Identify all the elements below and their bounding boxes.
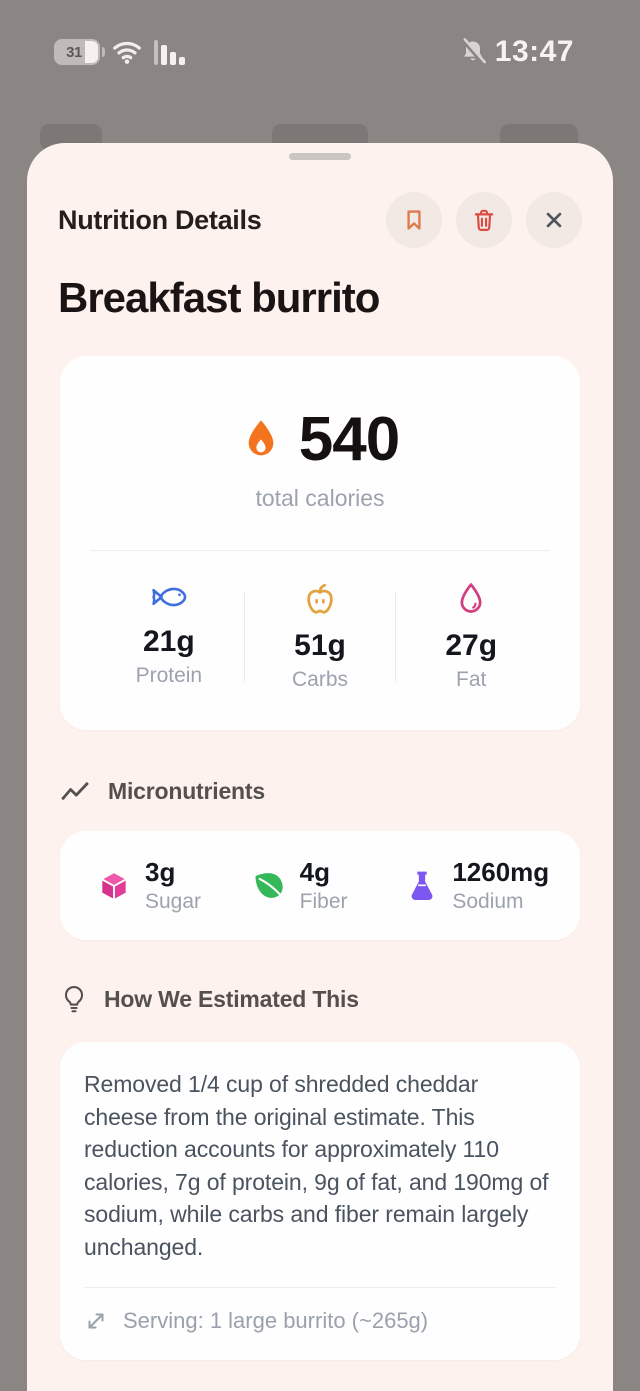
macros-row: 21g Protein 51g Carbs [88,551,552,728]
bookmark-button[interactable] [386,192,442,248]
calories-label: total calories [255,485,385,511]
calories-card: 540 total calories 21g Protein [60,356,580,730]
micro-value: 4g [299,857,331,887]
micro-sodium: 1260mg Sodium [405,857,560,914]
signal-bars-icon [154,39,185,65]
macro-label: Carbs [291,668,349,691]
section-title: How We Estimated This [104,985,359,1012]
trash-icon [471,207,497,233]
estimation-section-header: How We Estimated This [27,984,613,1014]
serving-row: Serving: 1 large burrito (~265g) [84,1308,556,1334]
serving-text: Serving: 1 large burrito (~265g) [123,1308,429,1333]
micro-label: Fiber [299,890,348,913]
battery-icon: 31 [54,39,105,65]
calories-value: 540 [298,405,400,474]
macro-value: 51g [294,629,346,662]
nutrition-details-sheet: Nutrition Details [27,143,613,1391]
drag-handle[interactable] [289,153,351,160]
micronutrients-card: 3g Sugar 4g Fiber [60,831,580,940]
droplet-icon [454,581,488,617]
delete-button[interactable] [456,192,512,248]
estimation-card: Removed 1/4 cup of shredded cheddar chee… [60,1042,580,1360]
apple-icon [302,581,338,617]
macro-value: 27g [445,629,498,662]
close-button[interactable] [526,192,582,248]
divider [90,550,550,551]
divider [394,590,397,683]
micro-value: 1260mg [452,857,550,887]
macro-value: 21g [142,625,195,658]
divider [84,1287,556,1288]
sugar-cube-icon [96,868,132,904]
clock-time: 13:47 [494,35,574,68]
bookmark-icon [401,207,427,233]
trending-icon [60,780,90,804]
battery-level: 31 [66,43,82,61]
expand-diagonal-icon [84,1309,108,1333]
close-icon [541,207,567,233]
macro-label: Fat [456,668,487,691]
fish-icon [148,581,190,613]
section-title: Micronutrients [108,778,265,804]
estimation-body: Removed 1/4 cup of shredded cheddar chee… [84,1071,549,1260]
micro-fiber: 4g Fiber [251,857,406,914]
macro-label: Protein [135,664,203,687]
micro-sugar: 3g Sugar [96,857,251,914]
macro-fat: 27g Fat [396,581,546,692]
food-title: Breakfast burrito [58,274,380,321]
wifi-icon [112,40,142,64]
flask-icon [405,868,439,904]
micro-label: Sodium [452,890,524,913]
micronutrients-section-header: Micronutrients [27,778,613,805]
micro-label: Sugar [145,890,202,913]
micro-value: 3g [145,857,176,887]
status-bar: 31 13:47 [0,30,640,74]
sheet-title: Nutrition Details [58,204,262,235]
macro-protein: 21g Protein [94,581,244,692]
macro-carbs: 51g Carbs [245,581,395,692]
flame-icon [241,418,281,462]
lightbulb-icon [60,984,88,1014]
divider [243,590,246,683]
leaf-icon [251,868,287,904]
bell-muted-icon [459,38,487,66]
